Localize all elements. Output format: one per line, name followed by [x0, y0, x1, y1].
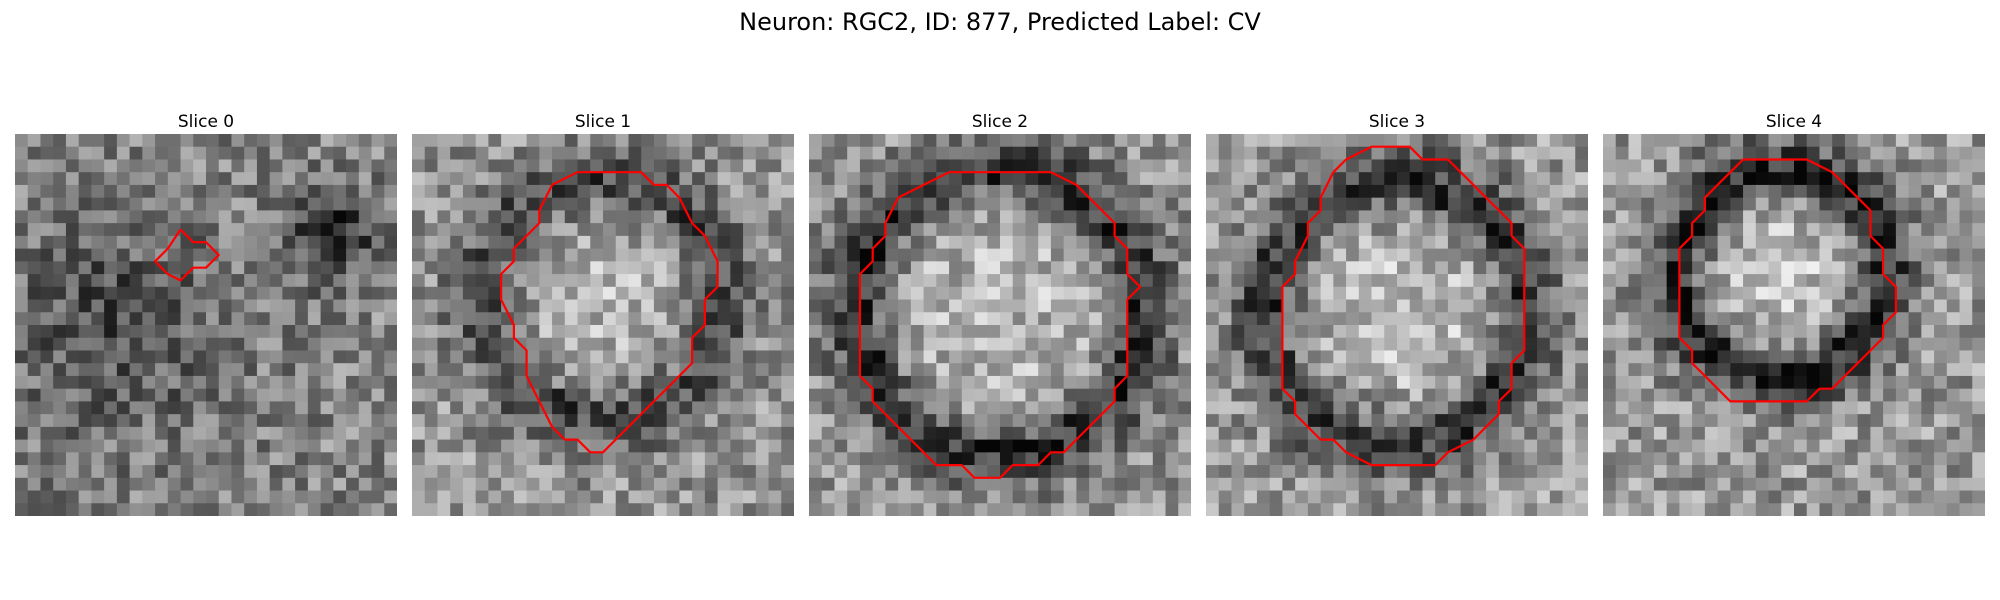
- slice-image: [1206, 134, 1588, 516]
- segmentation-contour: [1281, 145, 1526, 467]
- grayscale-image: [15, 134, 397, 516]
- segmentation-contour: [1678, 158, 1897, 403]
- slice-title: Slice 2: [971, 112, 1029, 132]
- slice-title: Slice 4: [1765, 112, 1823, 132]
- slice-panel-4: Slice 4: [1603, 110, 1985, 516]
- slice-image: [809, 134, 1191, 516]
- slice-panel-3: Slice 3: [1206, 110, 1588, 516]
- segmentation-contour: [858, 171, 1142, 479]
- slice-title: Slice 3: [1368, 112, 1426, 132]
- slice-title: Slice 1: [574, 112, 632, 132]
- grayscale-image: [412, 134, 794, 516]
- figure-title: Neuron: RGC2, ID: 877, Predicted Label: …: [739, 8, 1261, 36]
- slice-image: [412, 134, 794, 516]
- slice-panel-0: Slice 0: [15, 110, 397, 516]
- grayscale-image: [1603, 134, 1985, 516]
- slice-panel-2: Slice 2: [809, 110, 1191, 516]
- grayscale-image: [1206, 134, 1588, 516]
- slice-panel-1: Slice 1: [412, 110, 794, 516]
- slice-image: [1603, 134, 1985, 516]
- segmentation-contour: [499, 171, 719, 454]
- grayscale-image: [809, 134, 1191, 516]
- segmentation-contour: [154, 228, 220, 282]
- slice-image: [15, 134, 397, 516]
- slice-title: Slice 0: [177, 112, 235, 132]
